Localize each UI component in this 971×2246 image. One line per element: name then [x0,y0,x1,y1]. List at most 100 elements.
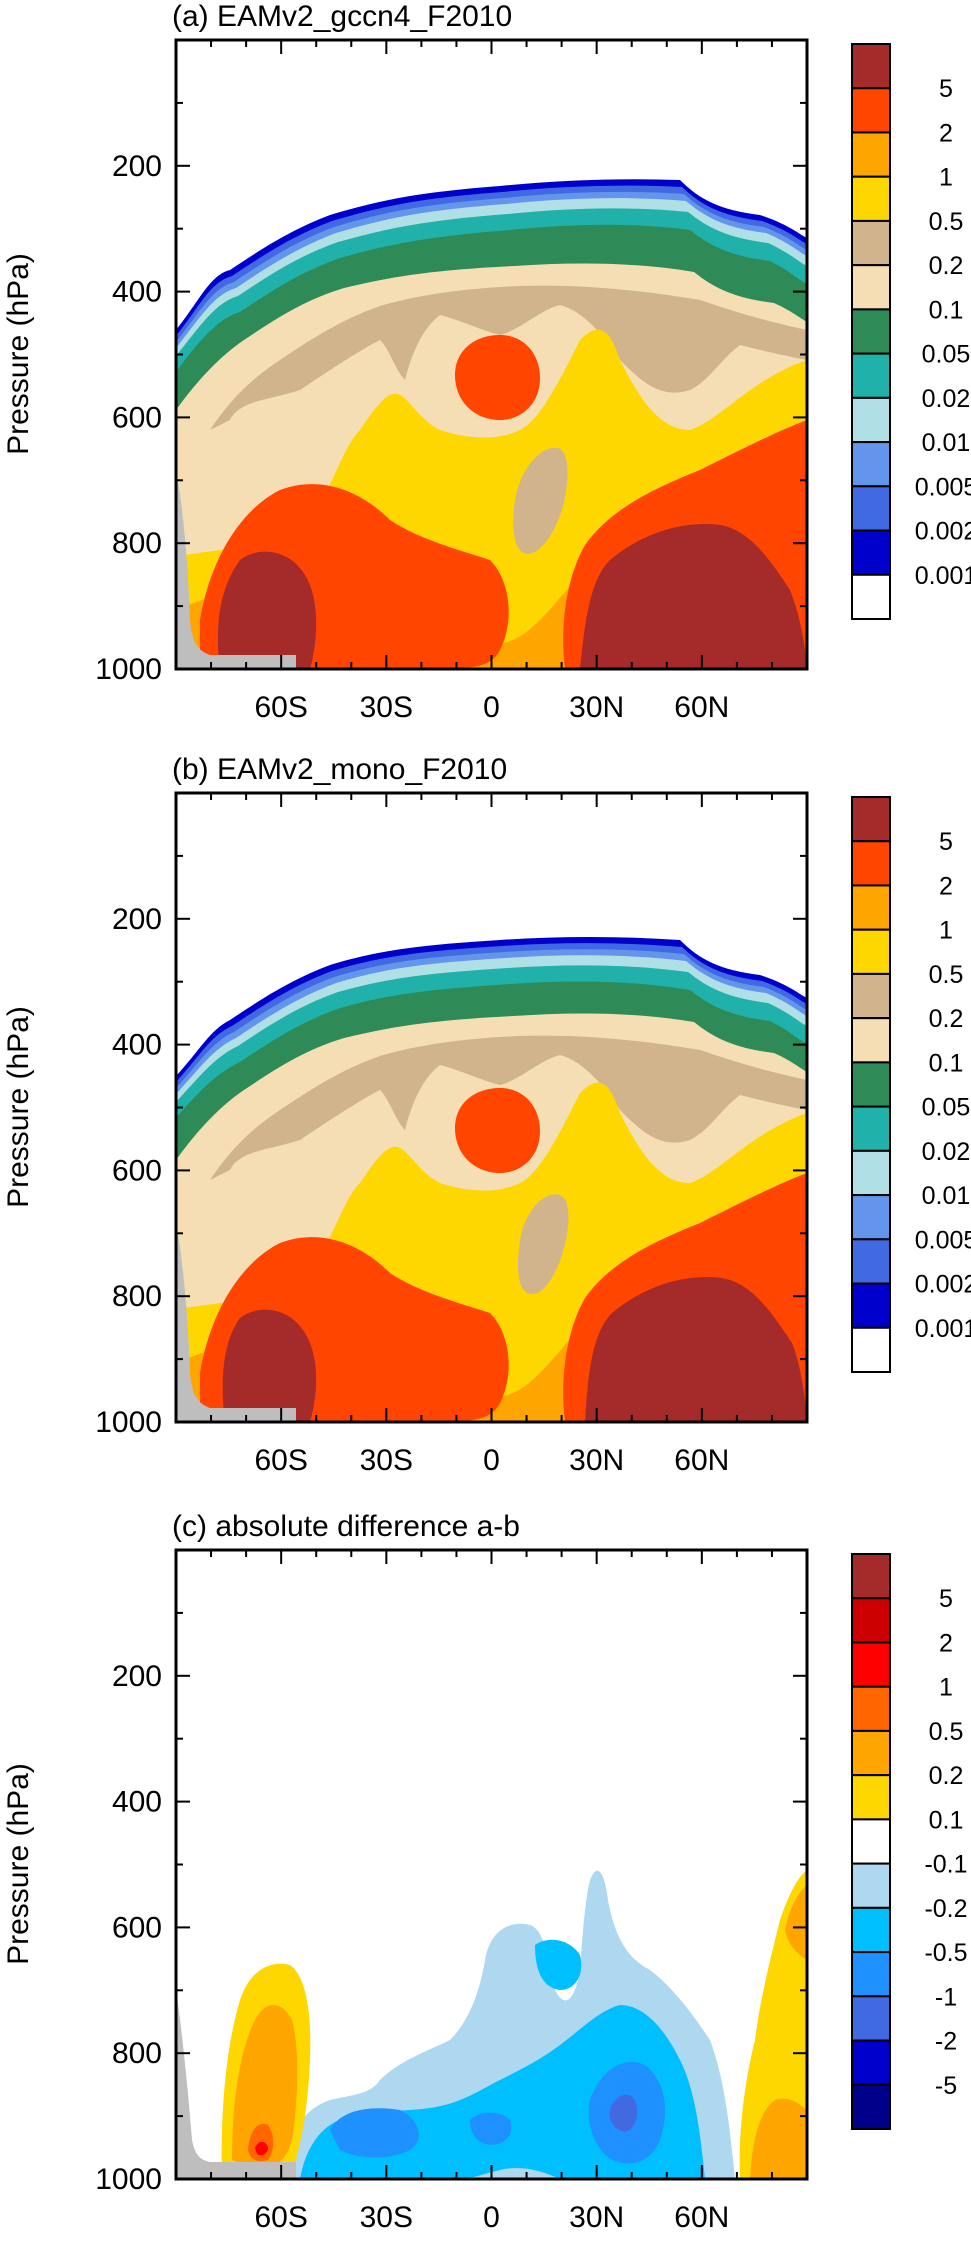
y-axis-label-a: Pressure (hPa) [2,253,35,455]
x-tick-label: 60S [254,2201,307,2234]
colorbar-swatch [851,1105,891,1152]
colorbar-swatch [851,2083,891,2131]
y-tick-label: 200 [112,1660,162,1693]
colorbar-label: 0.05 [922,341,971,369]
colorbar-swatch [851,2039,891,2086]
colorbar-label: 0.5 [929,1718,964,1746]
y-tick-label: 800 [112,1280,162,1313]
colorbar-label: 0.002 [915,518,971,546]
x-tick-label: 30S [360,691,413,724]
colorbar-swatch [851,1194,891,1241]
colorbar-swatch [851,1326,891,1374]
y-tick-label: 400 [112,276,162,309]
colorbar-swatch [851,1597,891,1644]
colorbar-label: 0.05 [922,1094,971,1122]
colorbar-swatch [851,264,891,311]
colorbar-label: 0.1 [929,1049,964,1077]
y-ticks-c: 200 400 600 800 1000 [95,1611,807,2196]
colorbar-swatch [851,1017,891,1064]
colorbar-label: 0.01 [922,1182,971,1210]
colorbar-b: 5 2 1 0.5 0.2 0.1 0.05 0.02 0.01 0.005 0.002 0.001 [851,796,971,1374]
colorbar-swatch [851,840,891,887]
colorbar-label: 0.02 [922,1138,971,1166]
x-tick-label: 60N [674,2201,729,2234]
colorbar-label: -0.1 [924,1851,967,1879]
x-ticks-b: 60S 30S 0 30N 60N [210,793,773,1477]
colorbar-swatch [851,131,891,178]
colorbar-swatch [851,573,891,620]
x-ticks-a: 60S 30S 0 30N 60N [210,40,773,724]
colorbar-swatch [851,1906,891,1954]
y-tick-label: 1000 [95,2163,162,2196]
x-tick-label: 0 [483,1444,500,1477]
colorbar-label: -5 [935,2072,957,2100]
colorbar-swatch [851,1995,891,2042]
colorbar-swatch [851,1685,891,1732]
colorbar-swatch [851,1238,891,1285]
colorbar-swatch [851,1774,891,1821]
colorbar-swatch [851,1061,891,1108]
colorbar-label: -0.2 [924,1895,967,1923]
x-tick-label: 30S [360,2201,413,2234]
y-tick-label: 600 [112,401,162,434]
colorbar-swatch [851,1149,891,1197]
colorbar-swatch [851,308,891,355]
y-tick-label: 400 [112,1786,162,1819]
colorbar-label: 0.02 [922,385,971,413]
colorbar-swatch [851,352,891,399]
colorbar-swatch [851,175,891,222]
colorbar-label: 0.002 [915,1271,971,1299]
panel-b: (b) EAMv2_mono_F2010 Pressure (hPa) 200 4… [2,753,971,1477]
colorbar-label: 0.005 [915,473,971,501]
colorbar-label: 5 [939,1585,953,1613]
panel-c: (c) absolute difference a-b Pressure (hP… [2,1510,968,2234]
x-ticks-c: 60S 30S 0 30N 60N [210,1550,773,2234]
x-tick-label: 60N [674,691,729,724]
panel-a: (a) EAMv2_gccn4_F2010 Pressure (hPa) 200… [2,0,971,724]
colorbar-label: 5 [939,828,953,856]
panel-title-a: (a) EAMv2_gccn4_F2010 [172,0,512,33]
y-tick-label: 800 [112,2037,162,2070]
y-tick-label: 1000 [95,1406,162,1439]
colorbar-label: 0.1 [929,1806,964,1834]
colorbar-label: 1 [939,164,953,192]
colorbar-swatch [851,928,891,975]
y-tick-label: 400 [112,1029,162,1062]
colorbar-label: 0.2 [929,252,964,280]
y-tick-label: 200 [112,903,162,936]
x-tick-label: 30N [569,1444,624,1477]
colorbar-swatch [851,1553,891,1600]
colorbar-label: 0.5 [929,961,964,989]
contour-field-c [176,1550,807,2179]
colorbar-a: 5 2 1 0.5 0.2 0.1 0.05 0.02 0.01 0.005 0.002 0.001 [851,43,971,620]
contour-field-a [176,40,807,669]
y-tick-label: 600 [112,1911,162,1944]
colorbar-label: 0.5 [929,208,964,236]
colorbar-swatch [851,396,891,444]
colorbar-label: 1 [939,1674,953,1702]
colorbar-swatch [851,1818,891,1865]
x-tick-label: 0 [483,2201,500,2234]
colorbar-label: 5 [939,75,953,103]
x-tick-label: 60N [674,1444,729,1477]
colorbar-label: 1 [939,917,953,945]
colorbar-swatch [851,485,891,532]
x-tick-label: 60S [254,691,307,724]
colorbar-label: 2 [939,119,953,147]
colorbar-swatch [851,884,891,931]
colorbar-swatch [851,972,891,1020]
colorbar-label: 2 [939,872,953,900]
colorbar-swatch [851,1951,891,1998]
y-tick-label: 800 [112,527,162,560]
colorbar-label: -1 [935,1983,957,2011]
y-ticks-a: 200 400 600 800 1000 [95,101,807,686]
y-tick-label: 1000 [95,653,162,686]
y-axis-label-c: Pressure (hPa) [2,1763,35,1965]
x-tick-label: 0 [483,691,500,724]
contour-field-b [176,793,807,1422]
x-tick-label: 30N [569,2201,624,2234]
colorbar-swatch [851,441,891,488]
y-tick-label: 200 [112,150,162,183]
panel-title-b: (b) EAMv2_mono_F2010 [172,753,507,786]
